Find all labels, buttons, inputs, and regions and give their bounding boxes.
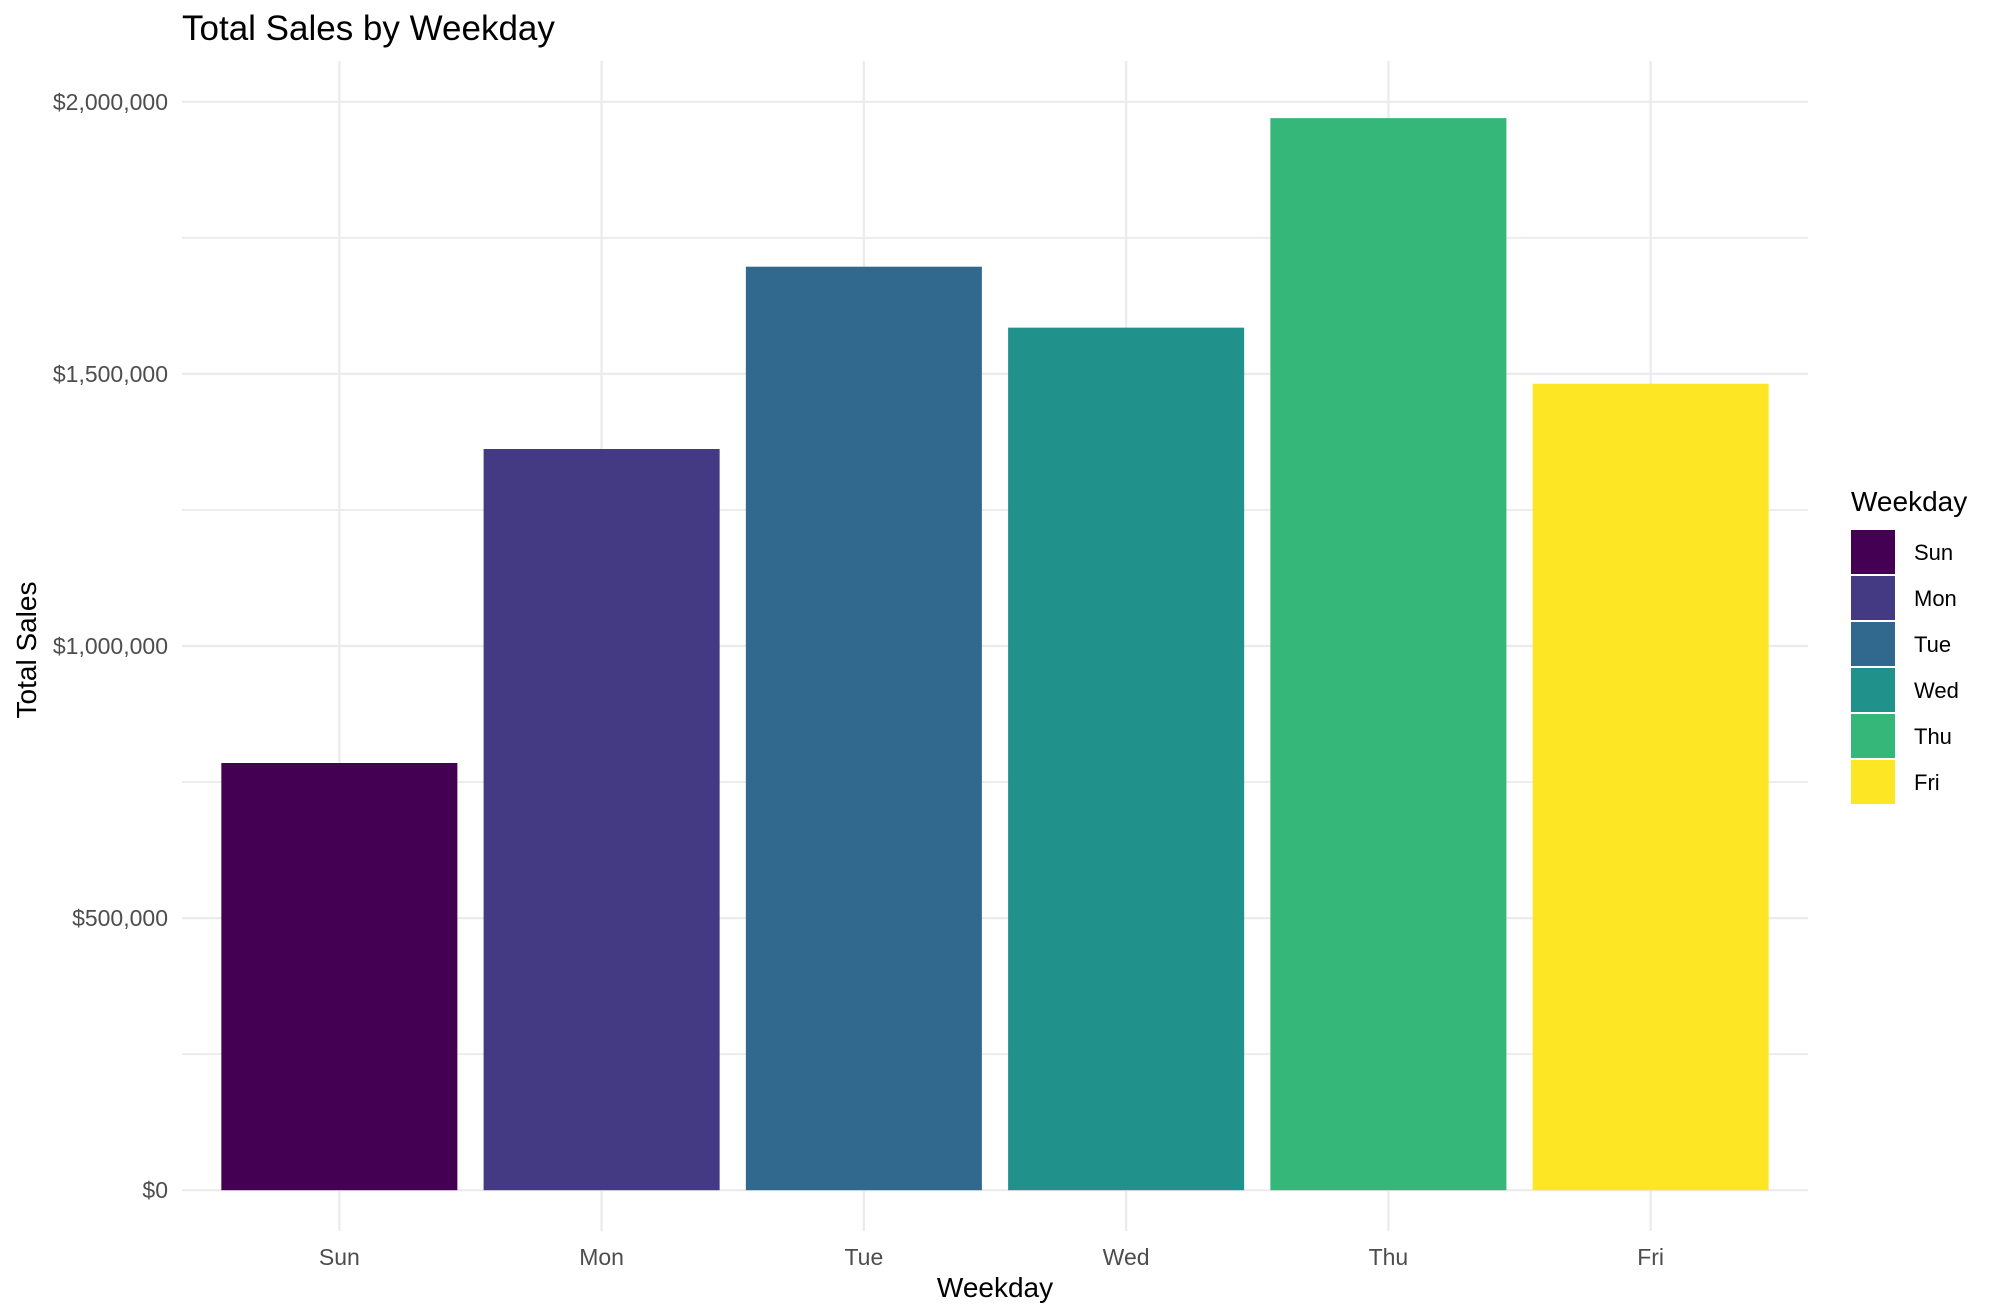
legend-key-fri	[1851, 760, 1895, 804]
x-tick-label: Fri	[1637, 1244, 1664, 1270]
y-axis-tick-labels: $0 $500,000 $1,000,000 $1,500,000 $2,000,000	[53, 89, 168, 1203]
bar-thu	[1270, 118, 1507, 1191]
x-tick-label: Tue	[844, 1244, 883, 1270]
bar-sun	[221, 763, 458, 1191]
legend-label: Sun	[1914, 540, 1953, 565]
x-tick-label: Mon	[579, 1244, 624, 1270]
legend-label: Wed	[1914, 678, 1959, 703]
legend-label: Fri	[1914, 770, 1940, 795]
x-axis-title: Weekday	[937, 1272, 1053, 1303]
legend-key-tue	[1851, 622, 1895, 666]
y-tick-label: $1,000,000	[53, 633, 168, 659]
legend-title: Weekday	[1851, 486, 1967, 517]
y-tick-label: $500,000	[72, 905, 168, 931]
x-axis-tick-labels: Sun Mon Tue Wed Thu Fri	[319, 1244, 1664, 1270]
y-tick-label: $0	[142, 1177, 168, 1203]
legend: Weekday Sun Mon Tue Wed Thu Fri	[1851, 486, 1967, 804]
bar-series	[221, 118, 1769, 1191]
legend-key-wed	[1851, 668, 1895, 712]
bar-wed	[1008, 327, 1245, 1191]
x-tick-label: Sun	[319, 1244, 360, 1270]
legend-key-mon	[1851, 576, 1895, 620]
bar-mon	[483, 449, 720, 1191]
bar-fri	[1532, 383, 1769, 1191]
legend-label: Tue	[1914, 632, 1951, 657]
legend-label: Thu	[1914, 724, 1952, 749]
legend-key-thu	[1851, 714, 1895, 758]
legend-items: Sun Mon Tue Wed Thu Fri	[1851, 530, 1959, 804]
x-tick-label: Thu	[1369, 1244, 1409, 1270]
legend-label: Mon	[1914, 586, 1957, 611]
y-tick-label: $2,000,000	[53, 89, 168, 115]
x-tick-label: Wed	[1103, 1244, 1150, 1270]
bar-tue	[745, 266, 982, 1191]
chart-title: Total Sales by Weekday	[182, 9, 555, 48]
legend-key-sun	[1851, 530, 1895, 574]
y-axis-title: Total Sales	[11, 582, 42, 719]
y-tick-label: $1,500,000	[53, 361, 168, 387]
